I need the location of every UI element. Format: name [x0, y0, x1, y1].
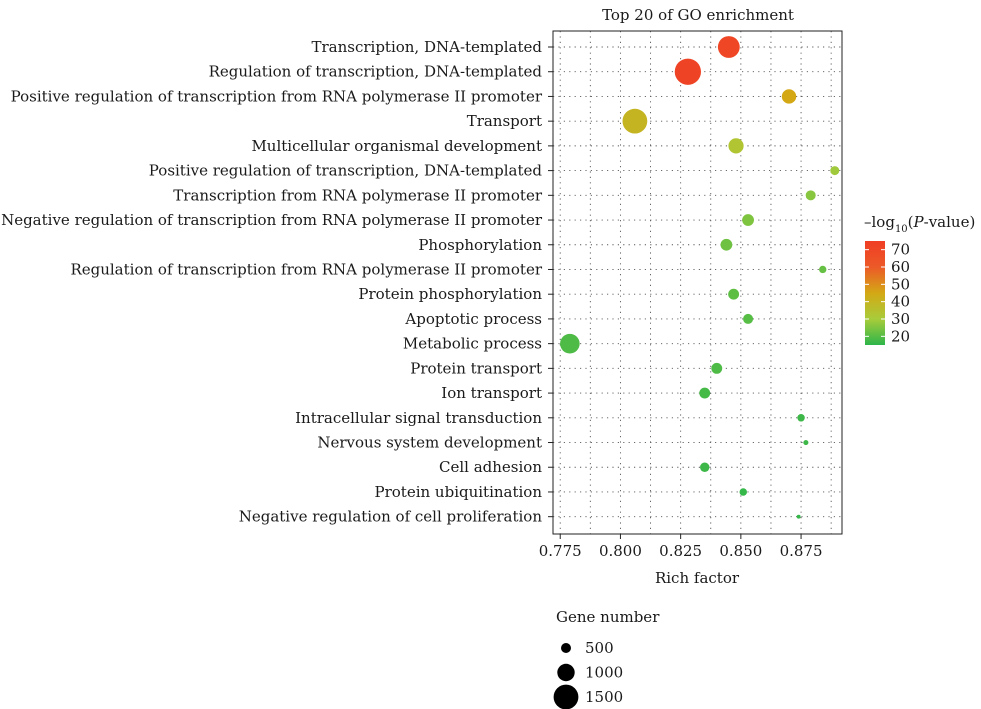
term-label: Negative regulation of cell proliferatio…	[239, 508, 543, 526]
term-label: Transcription from RNA polymerase II pro…	[173, 186, 543, 204]
data-point	[781, 89, 797, 104]
color-legend-title-subscript: 10	[895, 224, 908, 235]
term-label: Regulation of transcription, DNA-templat…	[209, 63, 543, 81]
x-axis-ticks: 0.775 0.800 0.825 0.850 0.875	[539, 534, 823, 560]
term-label: Protein ubiquitination	[375, 483, 543, 501]
data-point	[674, 58, 702, 85]
term-label: Regulation of transcription from RNA pol…	[70, 260, 542, 278]
term-label: Positive regulation of transcription fro…	[11, 87, 543, 105]
color-legend-title: –log10(P-value)	[864, 213, 975, 235]
x-axis-label: Rich factor	[655, 569, 740, 587]
term-label: Protein transport	[410, 359, 542, 377]
data-point	[700, 462, 710, 472]
term-label: Positive regulation of transcription, DN…	[149, 162, 543, 180]
size-legend-label: 500	[585, 639, 614, 657]
data-point	[728, 288, 740, 300]
colorbar-tick-label: 20	[891, 327, 910, 345]
grid-lines	[553, 31, 842, 534]
color-legend-title-open: (	[908, 213, 914, 231]
data-point	[830, 166, 840, 176]
colorbar-tick-label: 40	[891, 293, 910, 311]
data-point	[796, 514, 801, 519]
term-label: Cell adhesion	[439, 458, 542, 476]
x-tick-label: 0.850	[719, 542, 762, 560]
term-label: Ion transport	[441, 384, 542, 402]
term-label: Transcription, DNA-templated	[311, 38, 542, 56]
x-tick-label: 0.775	[539, 542, 582, 560]
plot-panel	[552, 30, 843, 535]
colorbar-tick-label: 50	[891, 275, 910, 293]
term-label: Phosphorylation	[418, 236, 542, 254]
chart-title: Top 20 of GO enrichment	[602, 6, 794, 24]
data-point	[560, 333, 580, 354]
data-point	[717, 36, 740, 58]
term-label: Transport	[467, 112, 542, 130]
data-points	[560, 36, 840, 519]
data-point	[819, 265, 827, 274]
colorbar	[865, 241, 885, 345]
term-label: Nervous system development	[317, 434, 542, 452]
term-label: Metabolic process	[403, 335, 542, 353]
data-point	[699, 387, 711, 399]
color-legend-title-italic: P	[913, 213, 925, 231]
x-tick-label: 0.875	[780, 542, 823, 560]
size-legend-label: 1000	[585, 664, 623, 682]
size-legend: 500 1000 1500	[553, 639, 623, 709]
term-label: Intracellular signal transduction	[295, 409, 542, 427]
data-point	[797, 414, 805, 422]
term-labels: Transcription, DNA-templated Regulation o…	[1, 38, 553, 526]
term-label: Negative regulation of transcription fro…	[1, 211, 543, 229]
data-point	[739, 488, 748, 496]
size-legend-dot	[561, 643, 571, 653]
size-legend-title: Gene number	[556, 608, 660, 626]
size-legend-dot	[557, 663, 575, 682]
colorbar-tick-label: 60	[891, 258, 910, 276]
data-point	[742, 214, 754, 226]
size-legend-label: 1500	[585, 688, 623, 706]
size-legend-dot	[553, 684, 579, 709]
term-label: Apoptotic process	[404, 310, 542, 328]
data-point	[720, 238, 733, 251]
color-legend-title-prefix: –log	[864, 213, 895, 231]
data-point	[711, 362, 723, 374]
x-tick-label: 0.825	[659, 542, 702, 560]
colorbar-tick-label: 70	[891, 241, 910, 259]
data-point	[728, 138, 744, 154]
data-point	[805, 190, 816, 201]
data-point	[803, 439, 809, 446]
x-tick-label: 0.800	[599, 542, 642, 560]
term-label: Protein phosphorylation	[358, 285, 542, 303]
data-point	[743, 313, 754, 324]
data-point	[622, 108, 648, 134]
color-legend-title-suffix: -value)	[924, 213, 976, 231]
colorbar-tick-label: 30	[891, 310, 910, 328]
term-label: Multicellular organismal development	[251, 137, 542, 155]
